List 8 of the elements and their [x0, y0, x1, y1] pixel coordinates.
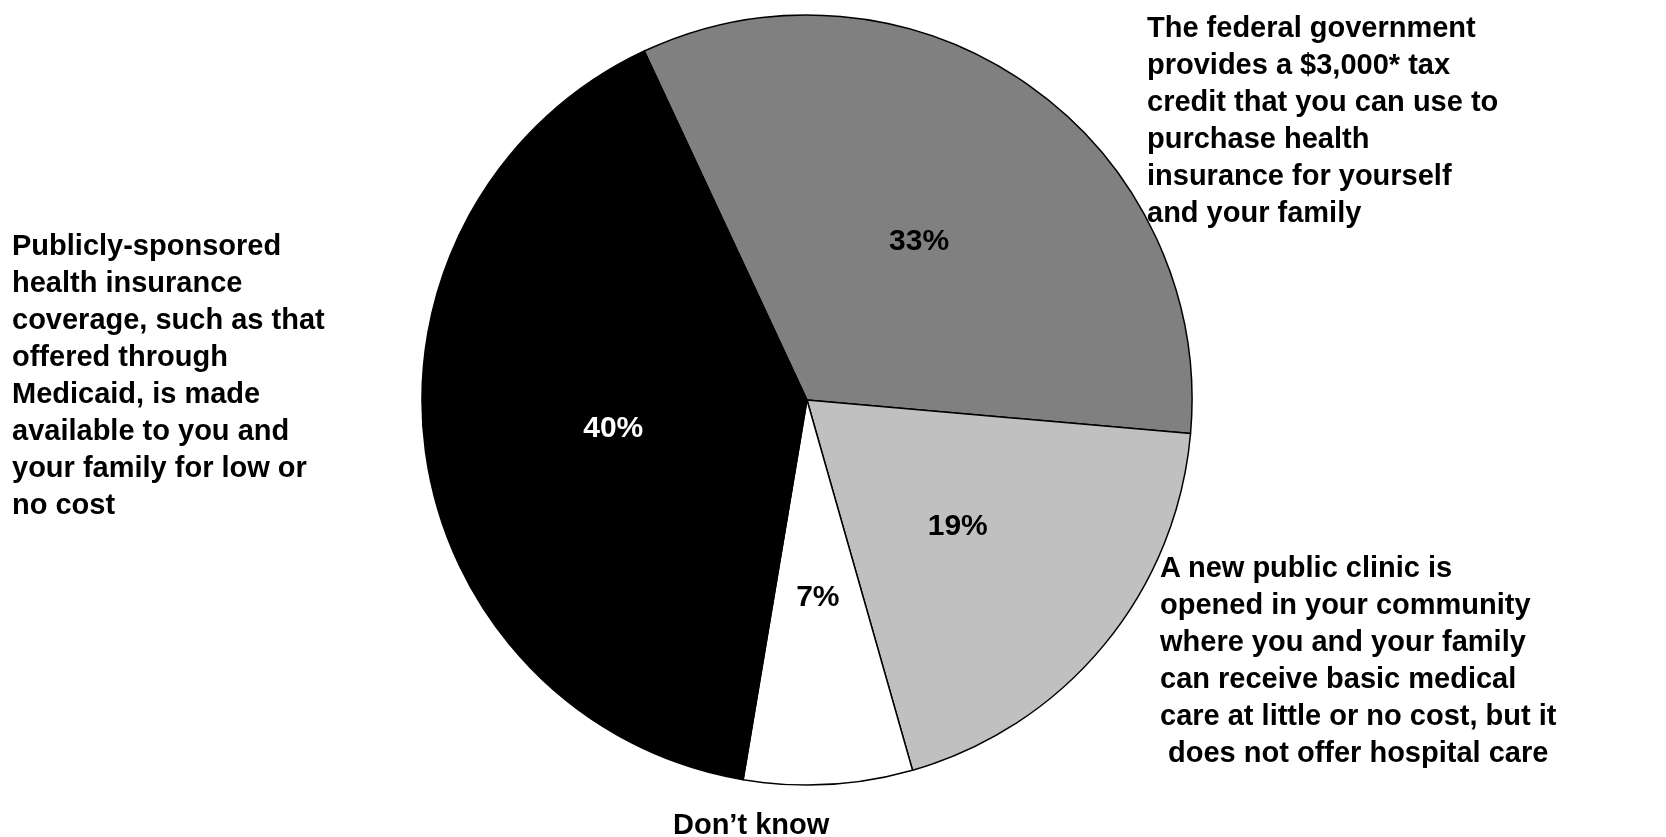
slice-label: A new public clinic is opened in your community where you and your family can receive basic medical care at little or no cost, but it does not offer hospital care — [1159, 550, 1557, 768]
slice-label: Publicly-sponsored health insurance coverage, such as that offered through Medicaid, is made available to you and your family for low or no cost — [12, 228, 333, 520]
slice-label: The federal government provides a $3,000* tax credit that you can use to purchase health insurance for yourself and your family — [1147, 10, 1507, 228]
data-label: 33% — [889, 223, 950, 257]
data-label: 40% — [583, 409, 644, 443]
data-label: 19% — [927, 507, 988, 541]
data-label: 7% — [796, 578, 840, 612]
slice-label: Don’t know — [673, 807, 830, 837]
